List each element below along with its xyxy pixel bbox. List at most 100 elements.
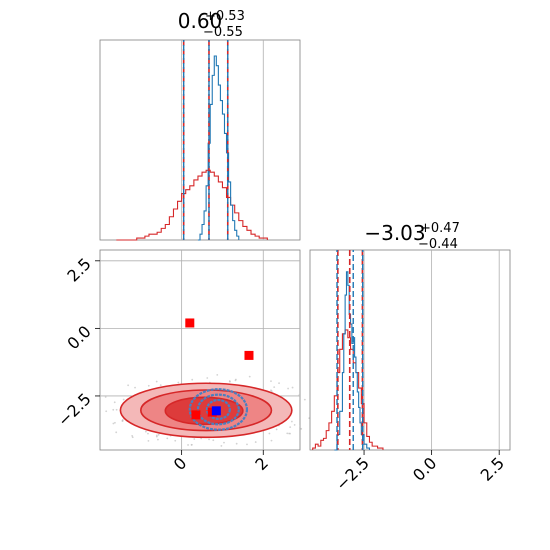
joint-scatter-point <box>127 384 130 387</box>
joint-y-ticks: 2.5 0.0 −2.5 <box>54 254 100 430</box>
joint-scatter-point <box>248 375 251 378</box>
joint-scatter-point <box>228 380 231 382</box>
joint-scatter-point <box>289 426 292 429</box>
joint-scatter-point <box>206 377 209 379</box>
joint-scatter-point <box>157 433 160 436</box>
joint-scatter-point <box>246 443 248 446</box>
joint-scatter-point <box>290 420 293 423</box>
joint-scatter-point <box>131 435 134 437</box>
joint-contour-blue <box>188 388 249 431</box>
joint-scatter-point <box>115 431 118 434</box>
joint-scatter-point <box>113 401 116 404</box>
param2-title: −3.03 <box>364 221 425 245</box>
joint-scatter-point <box>216 373 219 376</box>
joint-scatter-point <box>187 444 189 446</box>
joint-scatter-point <box>134 386 136 389</box>
joint-marker-blue <box>211 406 221 416</box>
joint-scatter-point <box>147 384 150 387</box>
joint-scatter-point <box>287 387 289 390</box>
joint-scatter-point <box>104 396 107 398</box>
joint-y-tick-label: −2.5 <box>54 389 95 430</box>
joint-scatter-point <box>270 390 273 393</box>
param1-hist-frame <box>99 39 301 241</box>
joint-x-tick-label: 0 <box>170 453 191 474</box>
joint-scatter-point <box>157 438 159 441</box>
joint-scatter-point <box>191 378 194 381</box>
param1-title-plus: +0.53 <box>205 9 245 24</box>
joint-scatter-point <box>254 441 257 443</box>
param2-title-plus: +0.47 <box>420 221 460 236</box>
joint-marker-red <box>191 410 201 420</box>
joint-scatter-point <box>286 432 289 435</box>
joint-scatter-point <box>147 439 150 442</box>
param2-x-ticks: −2.5 0.0 2.5 <box>332 450 508 494</box>
joint-scatter-point <box>208 438 210 441</box>
joint-contour-blue <box>196 393 240 426</box>
param2-quantile-lines <box>336 250 364 450</box>
joint-scatter-point <box>193 438 196 440</box>
joint-scatter-point <box>220 445 223 447</box>
joint-scatter-point <box>155 380 158 383</box>
joint-contour-blue <box>205 398 231 421</box>
joint-scatter-point <box>273 386 276 389</box>
joint-scatter-point <box>270 380 272 383</box>
joint-scatter-point <box>122 398 125 401</box>
joint-scatter-point <box>115 408 118 411</box>
param2-title-center: −3.03 <box>364 221 425 245</box>
joint-scatter-point <box>105 410 108 413</box>
joint-scatter-point <box>144 430 147 433</box>
param2-title-minus: −0.44 <box>418 237 458 252</box>
joint-y-tick-label: 2.5 <box>63 254 94 285</box>
param2-hist-series <box>312 271 384 451</box>
joint-scatter-point <box>177 381 180 384</box>
joint-scatter-point <box>299 425 301 427</box>
joint-scatter-point <box>298 394 301 397</box>
param1-hist-red <box>116 169 268 241</box>
joint-scatter-point <box>112 422 115 425</box>
joint-scatter-point <box>303 398 306 401</box>
param2-histogram-panel: −2.5 0.0 2.5 −3.03 +0.47 −0.44 <box>309 221 511 494</box>
joint-scatter-point <box>121 419 124 421</box>
joint-scatter-point <box>223 441 225 444</box>
joint-scatter-point <box>270 439 273 442</box>
param2-x-tick-label: 0.0 <box>409 453 440 484</box>
joint-marker-red <box>185 318 195 328</box>
joint-contours <box>119 382 293 439</box>
param2-hist-blue <box>334 271 371 451</box>
joint-scatter-point <box>190 443 193 446</box>
joint-scatter-point <box>159 384 162 387</box>
param1-title-center: 0.60 <box>178 9 223 33</box>
joint-scatter-point <box>114 421 116 424</box>
joint-scatter-point <box>212 439 215 442</box>
param1-hist-blue <box>197 55 240 241</box>
param1-quantile-lines <box>182 40 229 240</box>
joint-scatter-point <box>235 442 238 445</box>
joint-scatter-point <box>174 439 177 442</box>
joint-scatter-point <box>155 435 158 438</box>
joint-scatter-point <box>293 424 296 426</box>
joint-scatter-point <box>275 428 278 431</box>
joint-scatter-point <box>268 432 271 435</box>
param1-title-minus: −0.55 <box>203 25 243 40</box>
param1-histogram-panel: 0.60 +0.53 −0.55 <box>99 9 301 241</box>
param2-x-tick-label: −2.5 <box>332 453 373 494</box>
param1-hist-grid <box>181 40 264 240</box>
joint-y-tick-label: 0.0 <box>63 322 94 353</box>
joint-scatter-point <box>147 432 149 435</box>
joint-marker-red <box>244 350 254 360</box>
joint-markers <box>185 318 254 420</box>
param2-x-tick-label: 2.5 <box>477 453 508 484</box>
param1-title: 0.60 <box>178 9 223 33</box>
joint-scatter-point <box>278 382 280 385</box>
joint-x-tick-label: 2 <box>251 453 272 474</box>
joint-scatter-point <box>291 386 294 389</box>
joint-scatter-point <box>234 379 237 382</box>
joint-scatter-point <box>289 432 291 435</box>
joint-scatter-point <box>166 437 169 440</box>
param1-hist-series <box>116 55 268 241</box>
joint-scatter-point <box>300 427 303 430</box>
joint-scatter-point <box>112 408 115 411</box>
